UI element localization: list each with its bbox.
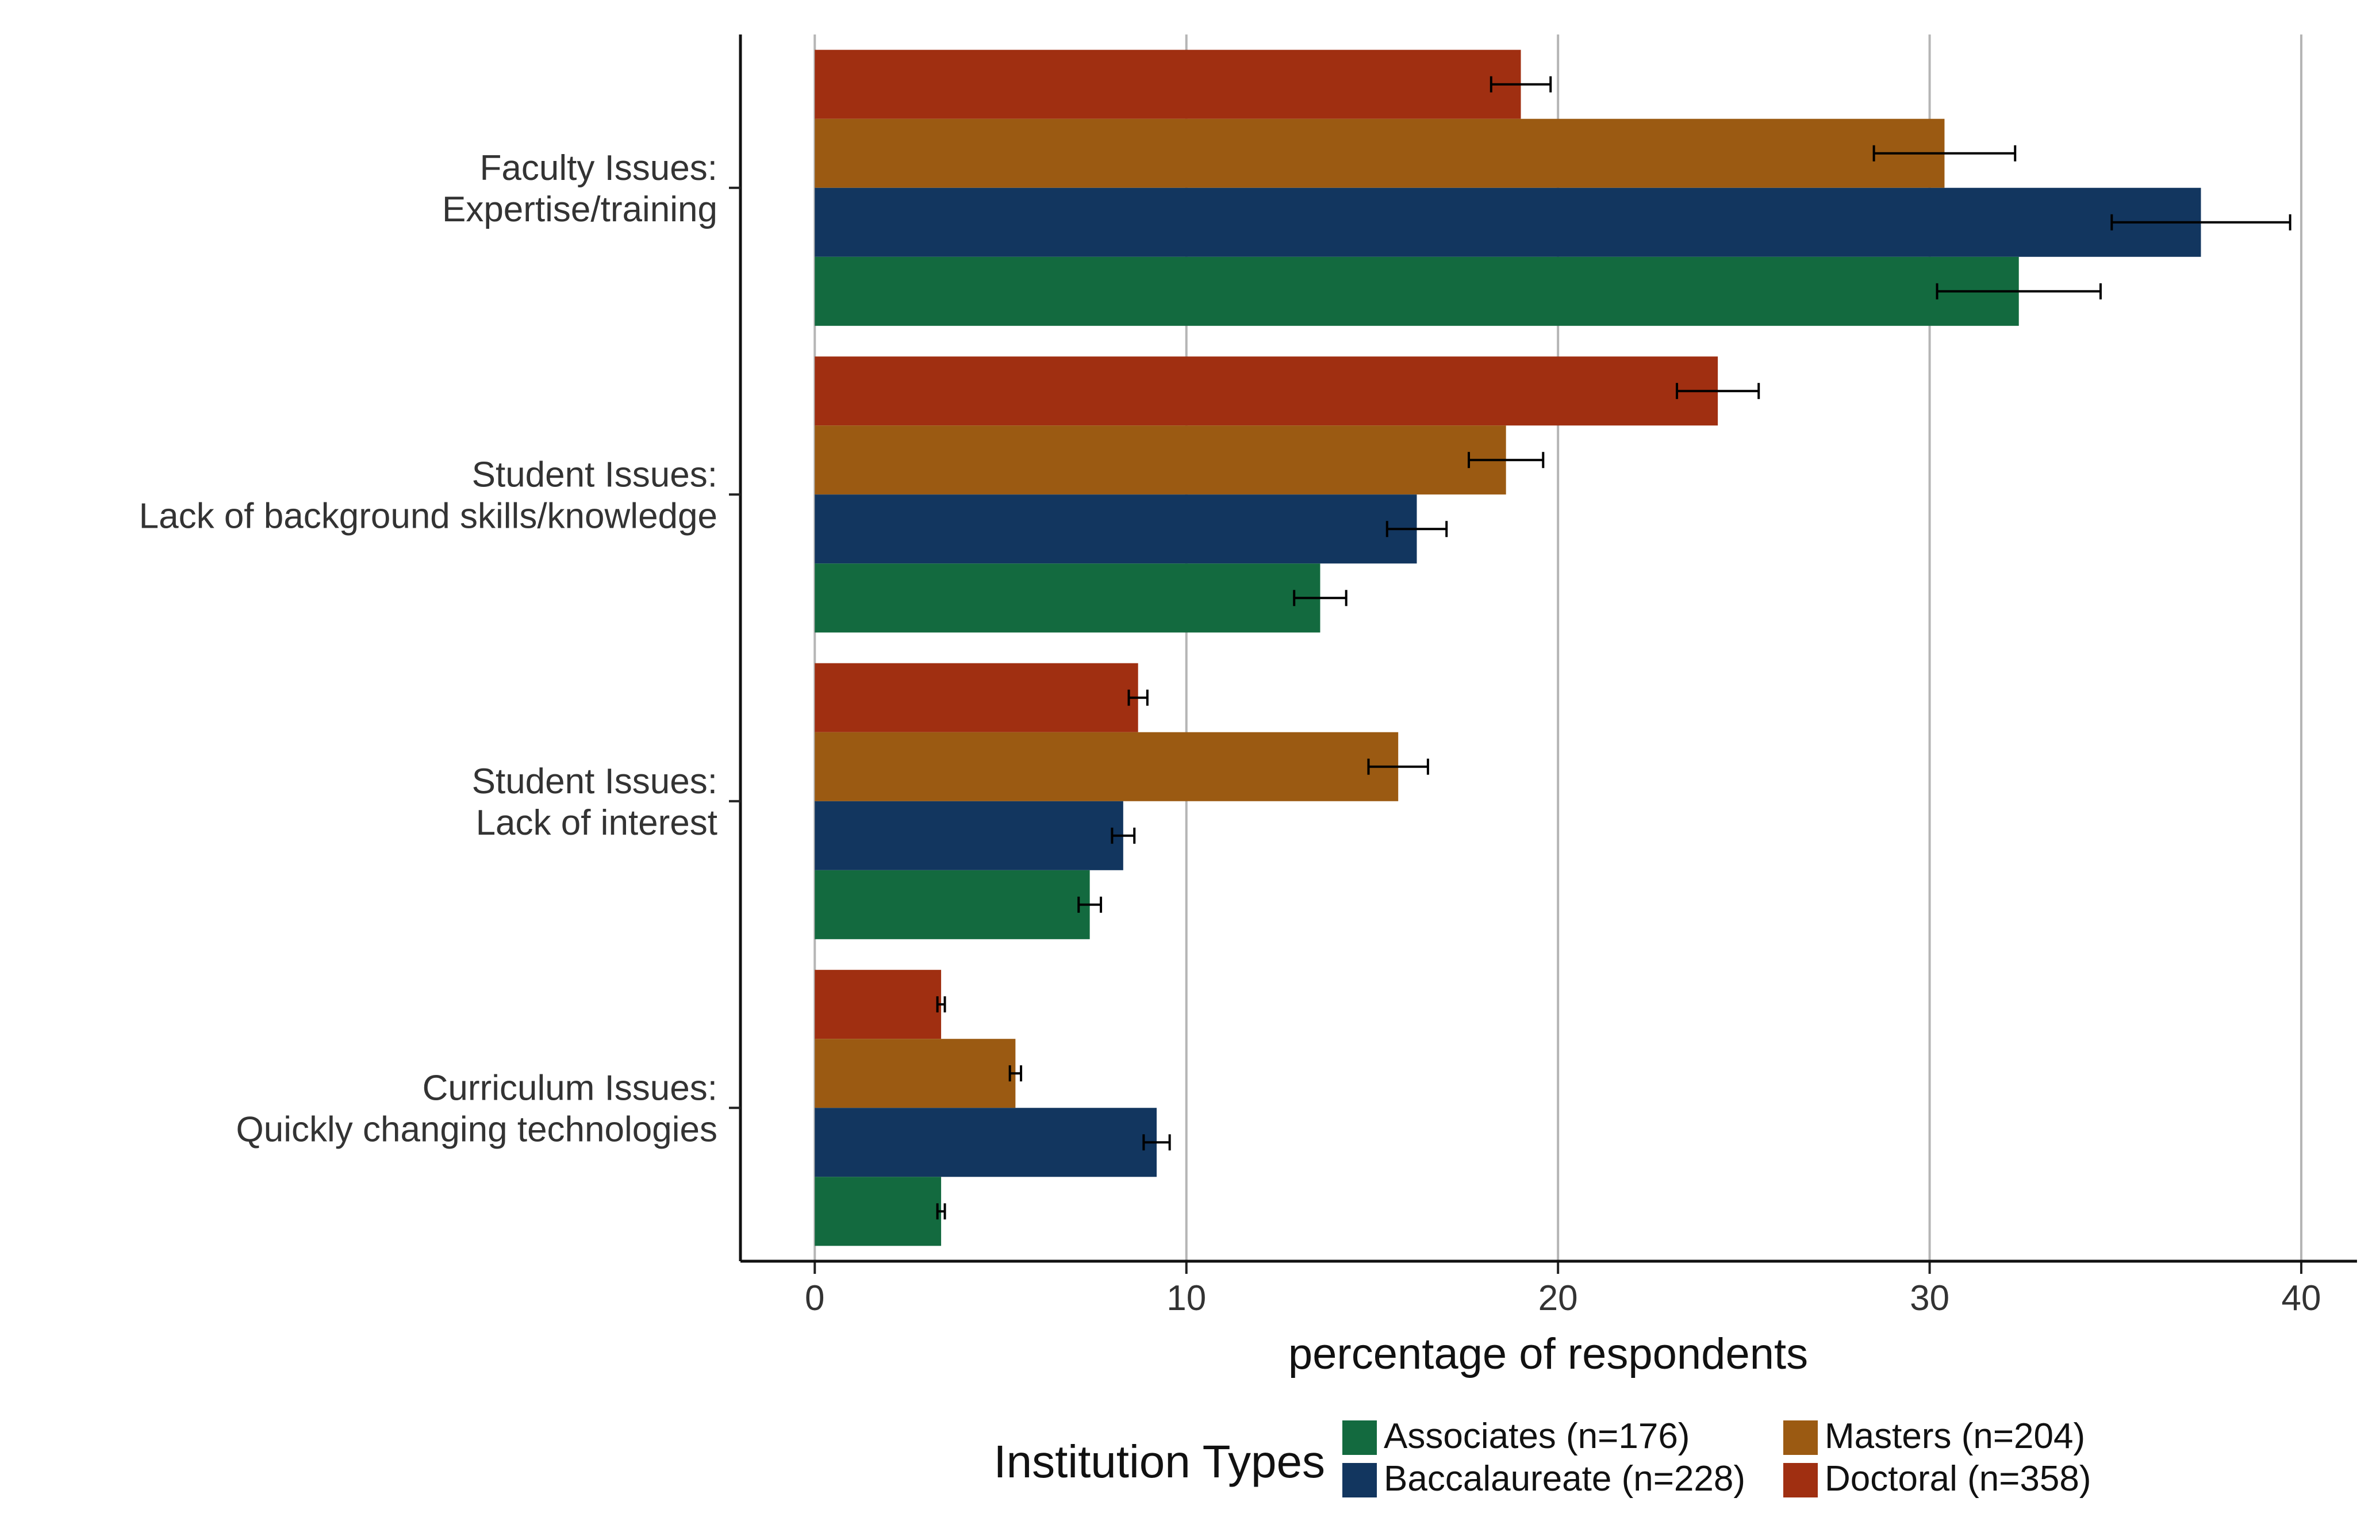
category-label-line2: Expertise/training: [442, 190, 717, 229]
x-tick-label: 40: [2282, 1278, 2321, 1318]
bar: [815, 356, 1718, 426]
legend-item: Associates (n=176): [1342, 1416, 1690, 1456]
category-label: Student Issues: Lack of interest: [472, 762, 717, 843]
axes: [729, 34, 2357, 1274]
bars: [815, 49, 2201, 1246]
x-tick-label: 20: [1538, 1278, 1578, 1318]
bar: [815, 49, 1521, 119]
legend-item: Masters (n=204): [1783, 1416, 2085, 1456]
error-bar: [1367, 758, 1429, 775]
bar: [815, 732, 1399, 801]
category-label-line1: Faculty Issues:: [480, 148, 717, 188]
legend-swatch: [1342, 1463, 1377, 1497]
bar: [815, 563, 1320, 633]
x-tick-labels: 0 10 20 30 40: [805, 1278, 2321, 1318]
x-tick-label: 30: [1910, 1278, 1949, 1318]
error-bars: [936, 76, 2291, 1220]
legend-item: Baccalaureate (n=228): [1342, 1459, 1745, 1499]
error-bar: [1468, 452, 1545, 468]
legend-label: Baccalaureate (n=228): [1384, 1459, 1745, 1499]
error-bar: [1008, 1065, 1023, 1082]
bar: [815, 801, 1123, 870]
category-label-line1: Student Issues:: [472, 455, 717, 494]
category-label: Faculty Issues: Expertise/training: [442, 148, 717, 229]
error-bar: [936, 996, 946, 1013]
x-tick-label: 0: [805, 1278, 824, 1318]
bar: [815, 1108, 1157, 1177]
legend-item: Doctoral (n=358): [1783, 1459, 2091, 1499]
legend-swatch: [1783, 1463, 1818, 1497]
legend-swatch: [1783, 1420, 1818, 1455]
category-label-line1: Student Issues:: [472, 762, 717, 801]
bar: [815, 663, 1138, 732]
x-tick-label: 10: [1166, 1278, 1206, 1318]
error-bar: [1385, 521, 1448, 537]
legend-label: Associates (n=176): [1384, 1416, 1690, 1456]
category-label: Curriculum Issues: Quickly changing techn…: [236, 1068, 717, 1149]
x-axis-title: percentage of respondents: [1288, 1330, 1808, 1378]
legend-title: Institution Types: [993, 1436, 1325, 1487]
bar: [815, 1039, 1016, 1108]
bar: [815, 118, 1945, 188]
error-bar: [1293, 590, 1348, 606]
bar: [815, 1177, 942, 1246]
error-bar: [2110, 214, 2291, 231]
error-bar: [1077, 896, 1103, 913]
error-bar: [1936, 283, 2102, 299]
bar: [815, 870, 1090, 939]
legend: Institution Types Associates (n=176) Mast…: [993, 1416, 2091, 1499]
category-label: Student Issues: Lack of background skills…: [139, 455, 717, 536]
bar: [815, 187, 2201, 257]
bar: [815, 494, 1417, 564]
bar: [815, 970, 942, 1039]
error-bar: [1872, 145, 2017, 162]
category-labels: Faculty Issues: Expertise/training Student…: [139, 148, 717, 1150]
legend-swatch: [1342, 1420, 1377, 1455]
bar: [815, 256, 2019, 326]
category-label-line2: Quickly changing technologies: [236, 1109, 717, 1149]
error-bar: [1142, 1134, 1171, 1151]
error-bar: [1111, 827, 1136, 844]
error-bar: [936, 1203, 946, 1220]
legend-items: Associates (n=176) Masters (n=204) Baccala…: [1342, 1416, 2091, 1499]
category-label-line2: Lack of interest: [476, 803, 717, 843]
error-bar: [1490, 76, 1552, 93]
legend-label: Masters (n=204): [1825, 1416, 2085, 1456]
error-bar: [1127, 689, 1149, 706]
error-bar: [1676, 383, 1760, 400]
category-label-line2: Lack of background skills/knowledge: [139, 496, 717, 536]
bar: [815, 425, 1506, 495]
category-label-line1: Curriculum Issues:: [423, 1068, 717, 1108]
legend-label: Doctoral (n=358): [1825, 1459, 2091, 1499]
